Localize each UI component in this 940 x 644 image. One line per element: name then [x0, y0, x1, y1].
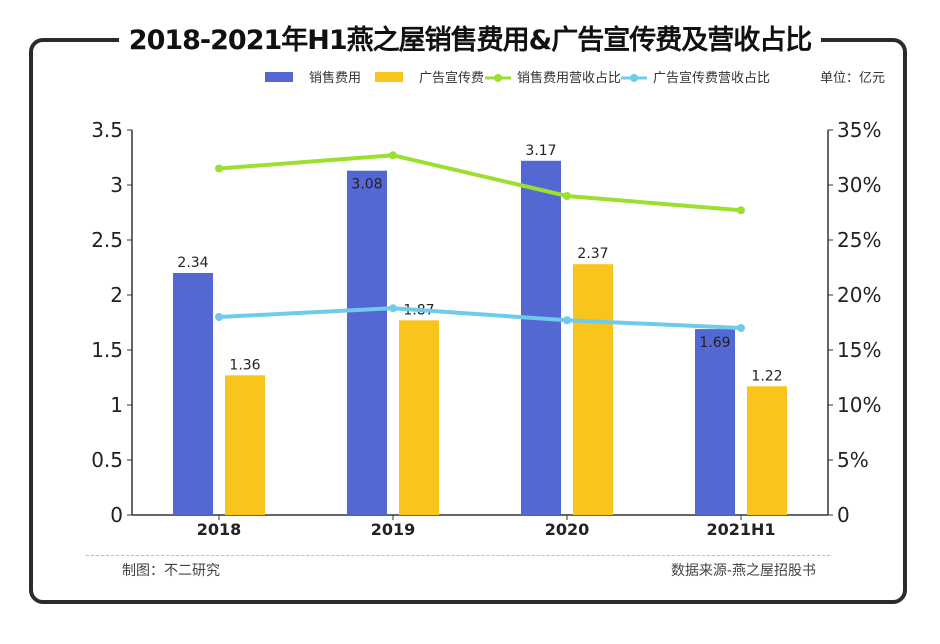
legend-ad-bar-label: 广告宣传费 [419, 70, 484, 86]
y-left-tick-label: 2.5 [91, 228, 123, 252]
sales-bar-label: 3.08 [351, 177, 382, 193]
legend-ad-bar-swatch [375, 72, 403, 82]
title-wrap: 2018-2021年H1燕之屋销售费用&广告宣传费及营收占比 [0, 18, 940, 57]
sales-ratio-point [389, 151, 397, 160]
sales-bar [347, 170, 387, 515]
ad-bar-label: 2.37 [577, 246, 608, 262]
sales-ratio-point [215, 164, 223, 173]
y-left-tick-label: 1.5 [91, 338, 123, 362]
y-right-tick-label: 35% [837, 118, 881, 142]
sales-bar [695, 329, 735, 515]
sales-bar-label: 3.17 [525, 143, 556, 159]
x-tick-label: 2019 [371, 520, 416, 539]
sales-bar [173, 273, 213, 515]
legend-sales-ratio-label: 销售费用营收占比 [517, 70, 621, 86]
y-right-tick-label: 10% [837, 393, 881, 417]
y-left-tick-label: 3.5 [91, 118, 123, 142]
ad-bar [573, 264, 613, 515]
y-right-tick-label: 25% [837, 228, 881, 252]
ad-ratio-point [389, 304, 397, 313]
sales-bar [521, 160, 561, 516]
y-right-tick-label: 0 [837, 503, 850, 527]
footer-divider [86, 555, 830, 556]
footer-source: 数据来源-燕之屋招股书 [670, 563, 816, 579]
ad-bar [747, 386, 787, 515]
chart-title: 2018-2021年H1燕之屋销售费用&广告宣传费及营收占比 [118, 18, 822, 57]
y-left-tick-label: 1 [110, 393, 123, 417]
y-left-tick-label: 0 [110, 503, 123, 527]
legend-sales-bar-swatch [265, 72, 293, 82]
sales-bar-label: 1.69 [699, 335, 730, 351]
sales-ratio-line [218, 153, 742, 213]
ad-ratio-point [563, 316, 571, 325]
y-right-tick-label: 5% [837, 448, 869, 472]
x-tick-label: 2020 [545, 520, 590, 539]
y-left-tick-label: 0.5 [91, 448, 123, 472]
ad-ratio-line [218, 306, 742, 330]
x-tick-label: 2018 [197, 520, 242, 539]
sales-ratio-point [737, 206, 745, 215]
footer-maker: 制图：不二研究 [122, 563, 220, 579]
ad-bar-label: 1.36 [229, 357, 260, 373]
ad-ratio-point [215, 313, 223, 321]
legend-ad-ratio-label: 广告宣传费营收占比 [653, 70, 770, 86]
y-left-tick-label: 3 [110, 173, 123, 197]
ad-bar-label: 1.22 [751, 368, 782, 384]
sales-ratio-point [563, 192, 571, 200]
y-right-tick-label: 15% [837, 338, 881, 362]
legend-sales-bar-label: 销售费用 [309, 70, 361, 86]
y-left-tick-label: 2 [110, 283, 123, 307]
ad-bar [225, 375, 265, 515]
y-right-tick-label: 30% [837, 173, 881, 197]
x-tick-label: 2021H1 [706, 520, 775, 539]
y-right-tick-label: 20% [837, 283, 881, 307]
legend-sales-ratio-swatch-point [494, 74, 502, 82]
ad-bar [399, 320, 439, 515]
unit-label: 单位：亿元 [820, 71, 885, 86]
legend-ad-ratio-swatch-point [630, 74, 638, 82]
sales-bar-label: 2.34 [177, 255, 208, 271]
ad-ratio-point [737, 324, 745, 332]
